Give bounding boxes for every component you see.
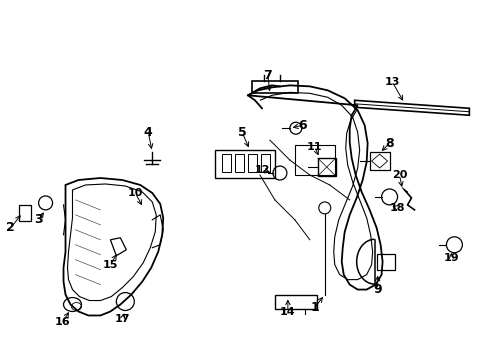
Text: 10: 10: [127, 188, 142, 198]
Bar: [274, 294, 316, 309]
Text: 18: 18: [389, 203, 405, 213]
Text: 20: 20: [391, 170, 407, 180]
Text: 11: 11: [306, 142, 322, 152]
Bar: [215, 150, 274, 178]
Text: 9: 9: [372, 283, 381, 296]
Bar: [19, 205, 31, 221]
Text: 14: 14: [280, 307, 295, 318]
Bar: [247, 154, 256, 172]
Text: 12: 12: [254, 165, 269, 175]
Text: 16: 16: [55, 318, 70, 328]
Bar: [317, 158, 335, 176]
Text: 4: 4: [143, 126, 152, 139]
Text: 13: 13: [384, 77, 400, 87]
Text: 19: 19: [443, 253, 458, 263]
Text: 17: 17: [114, 314, 130, 324]
Text: 15: 15: [102, 260, 118, 270]
Bar: [251, 81, 297, 93]
Bar: [235, 154, 244, 172]
Bar: [222, 154, 230, 172]
Text: 1: 1: [310, 301, 319, 314]
Text: 6: 6: [298, 119, 306, 132]
Text: 8: 8: [385, 137, 393, 150]
Text: 2: 2: [6, 221, 15, 234]
Bar: [261, 154, 269, 172]
Bar: [369, 152, 389, 170]
Text: 3: 3: [34, 213, 43, 226]
Text: 7: 7: [263, 69, 272, 82]
Text: 5: 5: [237, 126, 246, 139]
Bar: [294, 145, 334, 175]
Bar: [376, 254, 394, 270]
